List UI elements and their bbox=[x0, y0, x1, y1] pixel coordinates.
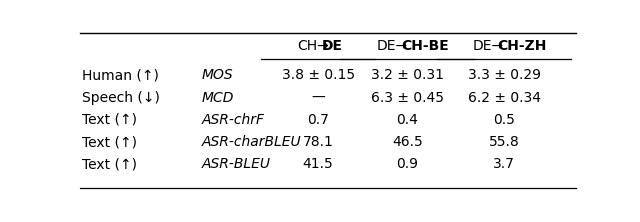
Text: 0.9: 0.9 bbox=[396, 157, 419, 171]
Text: —: — bbox=[311, 91, 325, 105]
Text: CH→: CH→ bbox=[298, 39, 330, 53]
Text: 0.4: 0.4 bbox=[396, 113, 419, 127]
Text: 6.3 ± 0.45: 6.3 ± 0.45 bbox=[371, 91, 444, 105]
Text: CH-BE: CH-BE bbox=[401, 39, 449, 53]
Text: 6.2 ± 0.34: 6.2 ± 0.34 bbox=[468, 91, 541, 105]
Text: CH-ZH: CH-ZH bbox=[497, 39, 547, 53]
Text: 41.5: 41.5 bbox=[303, 157, 333, 171]
Text: Text (↑): Text (↑) bbox=[83, 113, 138, 127]
Text: Text (↑): Text (↑) bbox=[83, 135, 138, 149]
Text: 3.3 ± 0.29: 3.3 ± 0.29 bbox=[468, 68, 541, 82]
Text: 78.1: 78.1 bbox=[303, 135, 333, 149]
Text: MOS: MOS bbox=[202, 68, 233, 82]
Text: 0.5: 0.5 bbox=[493, 113, 515, 127]
Text: 55.8: 55.8 bbox=[489, 135, 520, 149]
Text: MCD: MCD bbox=[202, 91, 234, 105]
Text: 3.8 ± 0.15: 3.8 ± 0.15 bbox=[282, 68, 355, 82]
Text: DE: DE bbox=[323, 39, 343, 53]
Text: 3.7: 3.7 bbox=[493, 157, 515, 171]
Text: ASR-charBLEU: ASR-charBLEU bbox=[202, 135, 301, 149]
Text: ASR-chrF: ASR-chrF bbox=[202, 113, 264, 127]
Text: DE→: DE→ bbox=[377, 39, 408, 53]
Text: 46.5: 46.5 bbox=[392, 135, 423, 149]
Text: 0.7: 0.7 bbox=[307, 113, 329, 127]
Text: DE→: DE→ bbox=[473, 39, 504, 53]
Text: Text (↑): Text (↑) bbox=[83, 157, 138, 171]
Text: Human (↑): Human (↑) bbox=[83, 68, 159, 82]
Text: Speech (↓): Speech (↓) bbox=[83, 91, 161, 105]
Text: 3.2 ± 0.31: 3.2 ± 0.31 bbox=[371, 68, 444, 82]
Text: ASR-BLEU: ASR-BLEU bbox=[202, 157, 271, 171]
